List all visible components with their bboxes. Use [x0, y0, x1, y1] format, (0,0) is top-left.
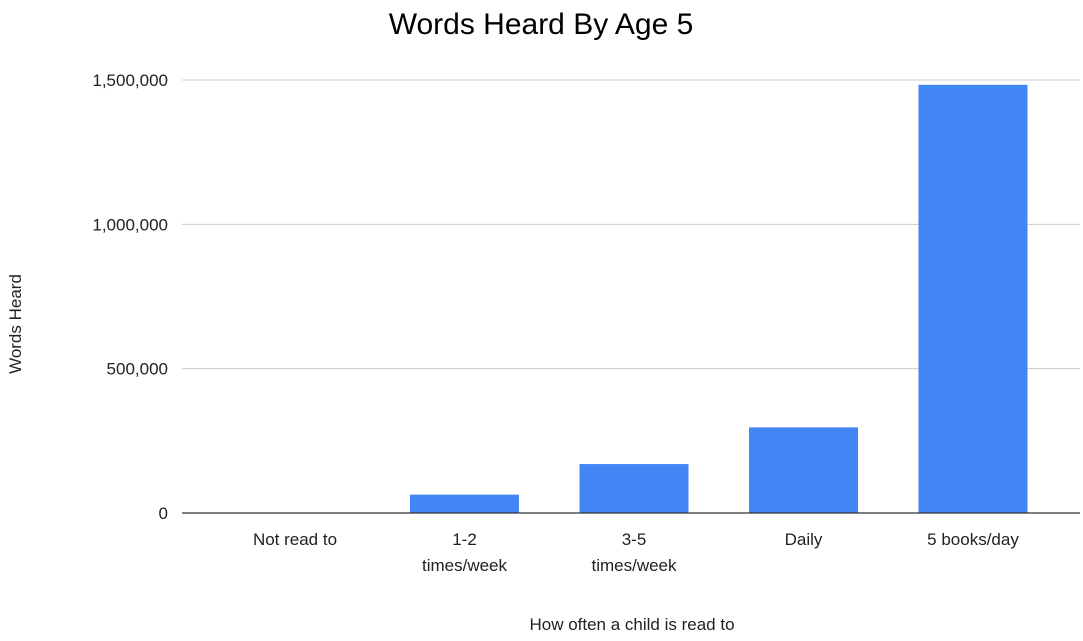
- chart-title: Words Heard By Age 5: [389, 8, 694, 41]
- x-category-label-line: 1-2: [452, 530, 477, 549]
- x-category-label-line: Daily: [785, 530, 823, 549]
- y-tick-label: 1,500,000: [92, 71, 168, 90]
- x-axis-categories: Not read to 1-2 times/week 3-5 times/week Dai…: [253, 530, 1019, 575]
- x-category-label-line: 5 books/day: [927, 530, 1019, 549]
- x-category-label-line: times/week: [422, 556, 508, 575]
- x-category-label: 3-5 times/week: [591, 530, 677, 575]
- bar: [579, 464, 689, 513]
- y-tick-label: 1,000,000: [92, 215, 168, 234]
- bar: [918, 84, 1028, 513]
- y-axis-ticks: 0 500,000 1,000,000 1,500,000: [92, 71, 168, 523]
- x-category-label: Daily: [785, 530, 823, 549]
- x-category-label-line: 3-5: [622, 530, 647, 549]
- x-category-label-line: Not read to: [253, 530, 337, 549]
- bar: [410, 494, 519, 513]
- y-tick-label: 500,000: [107, 360, 168, 379]
- x-category-label-line: times/week: [591, 556, 677, 575]
- bars: [410, 84, 1028, 513]
- x-category-label: 5 books/day: [927, 530, 1019, 549]
- y-tick-label: 0: [159, 504, 168, 523]
- x-category-label: Not read to: [253, 530, 337, 549]
- x-category-label: 1-2 times/week: [422, 530, 508, 575]
- y-axis-title: Words Heard: [6, 274, 25, 374]
- x-axis-title: How often a child is read to: [529, 615, 734, 634]
- bar: [749, 427, 858, 513]
